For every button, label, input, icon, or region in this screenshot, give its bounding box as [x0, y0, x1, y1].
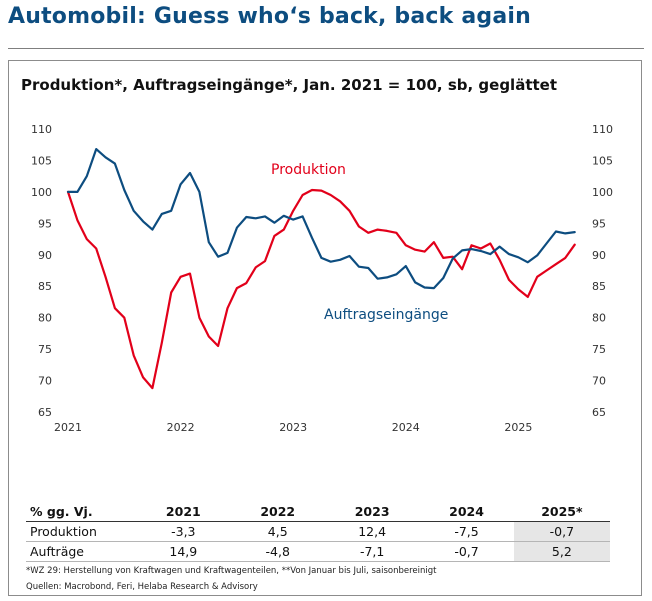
row-label-auftraege: Aufträge — [26, 541, 137, 562]
page-headline: Automobil: Guess who‘s back, back again — [8, 4, 531, 29]
y-tick-label-right: 75 — [592, 343, 606, 356]
headline-divider — [8, 48, 644, 49]
table-cell: 12,4 — [324, 521, 420, 542]
x-tick-label: 2022 — [167, 421, 195, 434]
table-header-cell: 2022 — [230, 502, 325, 522]
y-tick-label-right: 80 — [592, 312, 606, 325]
x-tick-label: 2021 — [54, 421, 82, 434]
x-tick-label: 2023 — [279, 421, 307, 434]
table-cell: -7,1 — [324, 541, 420, 562]
chart-frame — [8, 60, 642, 596]
series-line-produktion — [66, 188, 576, 390]
y-tick-label-right: 110 — [592, 123, 613, 136]
y-tick-label-left: 110 — [31, 123, 52, 136]
y-tick-label-right: 95 — [592, 217, 606, 230]
y-tick-label-left: 70 — [38, 375, 52, 388]
y-tick-label-left: 105 — [31, 154, 52, 167]
table-row: Aufträge 14,9 -4,8 -7,1 -0,7 5,2 — [26, 541, 610, 562]
yoy-table: % gg. Vj. 2021 2022 2023 2024 2025* Prod… — [26, 502, 610, 562]
y-tick-label-left: 95 — [38, 217, 52, 230]
y-tick-label-left: 65 — [38, 406, 52, 419]
row-label-produktion: Produktion — [26, 521, 137, 542]
sources-note: Quellen: Macrobond, Feri, Helaba Researc… — [26, 582, 258, 592]
series-line-auftragseingaenge — [66, 148, 576, 290]
table-cell: 4,5 — [230, 521, 325, 542]
table-cell: -4,8 — [230, 541, 325, 562]
table-header-cell: % gg. Vj. — [26, 502, 137, 522]
y-tick-label-right: 65 — [592, 406, 606, 419]
x-tick-label: 2025 — [504, 421, 532, 434]
y-tick-label-left: 85 — [38, 280, 52, 293]
table-cell: -0,7 — [419, 541, 514, 562]
y-tick-label-left: 80 — [38, 312, 52, 325]
table-header-cell: 2025* — [513, 502, 610, 522]
table-cell: 5,2 — [513, 541, 610, 562]
table-cell: -7,5 — [419, 521, 514, 542]
y-tick-label-left: 100 — [31, 186, 52, 199]
footnote: *WZ 29: Herstellung von Kraftwagen und K… — [26, 566, 437, 576]
table-cell: -0,7 — [513, 521, 610, 542]
y-tick-label-left: 75 — [38, 343, 52, 356]
chart-title: Produktion*, Auftragseingänge*, Jan. 202… — [21, 76, 558, 94]
table-cell: -3,3 — [136, 521, 231, 542]
table-header-cell: 2023 — [324, 502, 420, 522]
series-label-auftragseingaenge: Auftragseingänge — [324, 307, 448, 323]
table-header-cell: 2024 — [419, 502, 514, 522]
series-label-produktion: Produktion — [271, 162, 346, 178]
x-tick-label: 2024 — [392, 421, 420, 434]
table-cell: 14,9 — [136, 541, 231, 562]
y-tick-label-right: 105 — [592, 154, 613, 167]
table-header-row: % gg. Vj. 2021 2022 2023 2024 2025* — [26, 502, 610, 522]
y-tick-label-right: 90 — [592, 249, 606, 262]
y-tick-label-left: 90 — [38, 249, 52, 262]
y-tick-label-right: 70 — [592, 375, 606, 388]
y-tick-label-right: 100 — [592, 186, 613, 199]
table-header-cell: 2021 — [136, 502, 231, 522]
y-tick-label-right: 85 — [592, 280, 606, 293]
table-row: Produktion -3,3 4,5 12,4 -7,5 -0,7 — [26, 521, 610, 542]
